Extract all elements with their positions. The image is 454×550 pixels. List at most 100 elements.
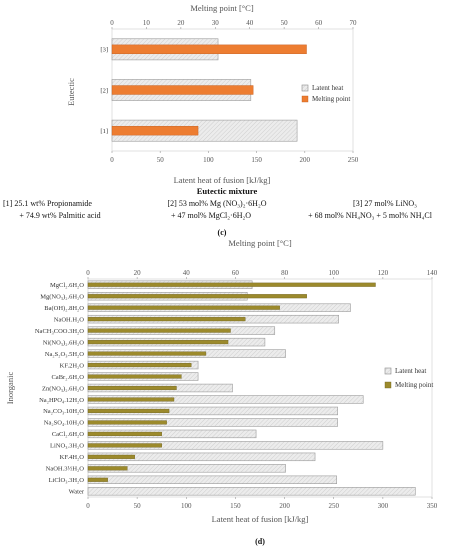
- note-2-line-1: [2] 53 mol% Mg (NO₃)₂·6H₂O: [167, 199, 266, 208]
- chart-c-bottom-tick-label: 0: [110, 156, 114, 164]
- chart-c-top-axis-title: Melting point [°C]: [190, 3, 254, 13]
- chart-d-category-label: LiNO₃.3H₂O: [50, 443, 84, 450]
- chart-c-bottom-tick-label: 150: [251, 156, 262, 164]
- chart-d-melting-point-bar: [87, 305, 280, 310]
- chart-d-category-label: Zn(NO₃)₂.6H₂O: [42, 385, 84, 392]
- chart-d-category-label: NaOH.H₂O: [54, 316, 85, 323]
- chart-d-bottom-tick-label: 250: [328, 502, 339, 510]
- chart-d-melting-point-bar: [87, 443, 162, 448]
- chart-d-melting-point-bar: [87, 351, 207, 356]
- chart-c-top-tick-label: 10: [143, 19, 151, 27]
- chart-c-category-label: [3]: [100, 47, 108, 54]
- chart-d-bottom-tick-label: 0: [86, 502, 90, 510]
- panel-c-label: (c): [218, 228, 227, 237]
- chart-d-top-tick-label: 20: [134, 269, 142, 277]
- chart-d-melting-point-bar: [87, 420, 167, 425]
- chart-d-category-label: KF.2H₂O: [60, 362, 85, 369]
- note-1-line-1: [1] 25.1 wt% Propionamide: [3, 199, 92, 208]
- chart-d-bottom-tick-label: 200: [279, 502, 290, 510]
- chart-c-melting-point-bar: [111, 44, 307, 55]
- chart-d-melting-point-bar: [87, 317, 246, 322]
- chart-d-top-tick-label: 80: [281, 269, 289, 277]
- chart-d-melting-point-bar: [87, 397, 175, 402]
- note-3-line-1: [3] 27 mol% LiNO₃: [353, 199, 417, 208]
- chart-d-legend-latent-heat-swatch: [384, 367, 392, 375]
- chart-c-bottom-tick-label: 250: [348, 156, 359, 164]
- chart-c-legend-latent-heat-swatch: [301, 84, 309, 92]
- chart-d-category-label: Na₂S₂O₃.5H₂O: [45, 351, 85, 358]
- chart-d-bottom-tick-label: 50: [134, 502, 142, 510]
- chart-d-category-label: LiClO₃.3H₂O: [49, 477, 85, 484]
- chart-d-y-axis-title: Inorganic: [5, 372, 15, 405]
- chart-c-category-label: [2]: [100, 87, 108, 94]
- chart-d-top-tick-label: 120: [378, 269, 389, 277]
- chart-d-legend-latent-heat-label: Latent heat: [395, 367, 426, 375]
- chart-c-legend-latent-heat-label: Latent heat: [312, 84, 343, 92]
- chart-c-bottom-tick-label: 200: [300, 156, 311, 164]
- chart-d-melting-point-bar: [87, 282, 376, 287]
- chart-d-melting-point-bar: [87, 328, 231, 333]
- chart-d-top-tick-label: 0: [86, 269, 90, 277]
- chart-d-top-tick-label: 100: [328, 269, 339, 277]
- chart-d-bottom-tick-label: 300: [378, 502, 389, 510]
- chart-d-category-label: Ba(OH)₂.8H₂O: [44, 305, 84, 312]
- chart-d-melting-point-bar: [87, 431, 162, 436]
- chart-d-top-tick-label: 60: [232, 269, 240, 277]
- chart-c-melting-point-bar: [111, 85, 254, 95]
- chart-d: Melting point [°C] Latent heat of fusion…: [5, 238, 438, 546]
- chart-c-top-tick-label: 0: [110, 19, 114, 27]
- chart-d-bottom-axis-title: Latent heat of fusion [kJ/kg]: [212, 514, 309, 524]
- chart-c-top-tick-label: 30: [212, 19, 220, 27]
- chart-d-category-label: KF.4H₂O: [60, 454, 85, 461]
- chart-d-melting-point-bar: [87, 454, 135, 459]
- chart-d-latent-heat-bar: [87, 475, 337, 484]
- chart-d-melting-point-bar: [87, 408, 170, 413]
- chart-d-melting-point-bar: [87, 466, 128, 471]
- chart-d-category-label: MgCl₂.6H₂O: [50, 282, 84, 289]
- chart-c-bottom-axis-title: Latent heat of fusion [kJ/kg]: [174, 175, 271, 185]
- chart-d-category-label: NaOH.3½H₂O: [46, 466, 85, 473]
- chart-d-latent-heat-bar: [87, 487, 416, 496]
- chart-c-top-tick-label: 20: [177, 19, 185, 27]
- chart-d-category-label: Na₂SO₄.10H₂O: [44, 420, 85, 427]
- chart-d-legend-melting-point-swatch: [384, 381, 392, 389]
- eutectic-mixture-title: Eutectic mixture: [197, 186, 258, 196]
- chart-d-bottom-tick-label: 150: [230, 502, 241, 510]
- chart-d-category-label: CaBr₂.6H₂O: [51, 374, 84, 381]
- chart-c-legend-melting-point-swatch: [301, 95, 309, 103]
- chart-d-legend-melting-point-label: Melting point: [395, 381, 433, 389]
- chart-d-category-label: NaCH₃COO.3H₂O: [35, 328, 84, 335]
- chart-d-top-tick-label: 40: [183, 269, 191, 277]
- chart-c-category-label: [1]: [100, 128, 108, 135]
- chart-d-category-label: Na₂CO₃.10H₂O: [43, 408, 84, 415]
- note-1-line-2: + 74.9 wt% Palmitic acid: [19, 211, 100, 220]
- chart-c-y-axis-title: Eutectic: [66, 78, 76, 106]
- chart-c-top-tick-label: 40: [246, 19, 254, 27]
- chart-c: Melting point [°C] Latent heat of fusion…: [66, 3, 359, 185]
- chart-d-top-axis-title: Melting point [°C]: [228, 238, 292, 248]
- chart-d-melting-point-bar: [87, 477, 108, 482]
- chart-d-melting-point-bar: [87, 340, 229, 345]
- chart-c-bottom-tick-label: 100: [203, 156, 214, 164]
- chart-d-category-label: Na₂HPO₄.12H₂O: [39, 397, 84, 404]
- panel-d-label: (d): [255, 537, 265, 546]
- chart-d-melting-point-bar: [87, 385, 177, 391]
- chart-d-category-label: CaCl₂.6H₂O: [52, 431, 84, 438]
- chart-c-top-tick-label: 70: [350, 19, 358, 27]
- note-2-line-2: + 47 mol% MgCl₂·6H₂O: [171, 211, 251, 220]
- chart-d-melting-point-bar: [87, 294, 307, 299]
- chart-d-top-tick-label: 140: [427, 269, 438, 277]
- chart-c-top-tick-label: 50: [281, 19, 289, 27]
- chart-d-bottom-tick-label: 100: [181, 502, 192, 510]
- chart-c-bottom-tick-label: 50: [157, 156, 165, 164]
- chart-d-category-label: Water: [69, 489, 85, 496]
- chart-c-melting-point-bar: [111, 125, 199, 136]
- chart-d-bottom-tick-label: 350: [427, 502, 438, 510]
- chart-d-melting-point-bar: [87, 374, 182, 379]
- chart-d-category-label: Mg(NO₃)₂.6H₂O: [40, 294, 84, 301]
- chart-d-melting-point-bar: [87, 363, 192, 368]
- chart-c-top-tick-label: 60: [315, 19, 323, 27]
- chart-c-legend-melting-point-label: Melting point: [312, 95, 350, 103]
- chart-d-category-label: Ni(NO₃)₂.6H₂O: [43, 339, 85, 346]
